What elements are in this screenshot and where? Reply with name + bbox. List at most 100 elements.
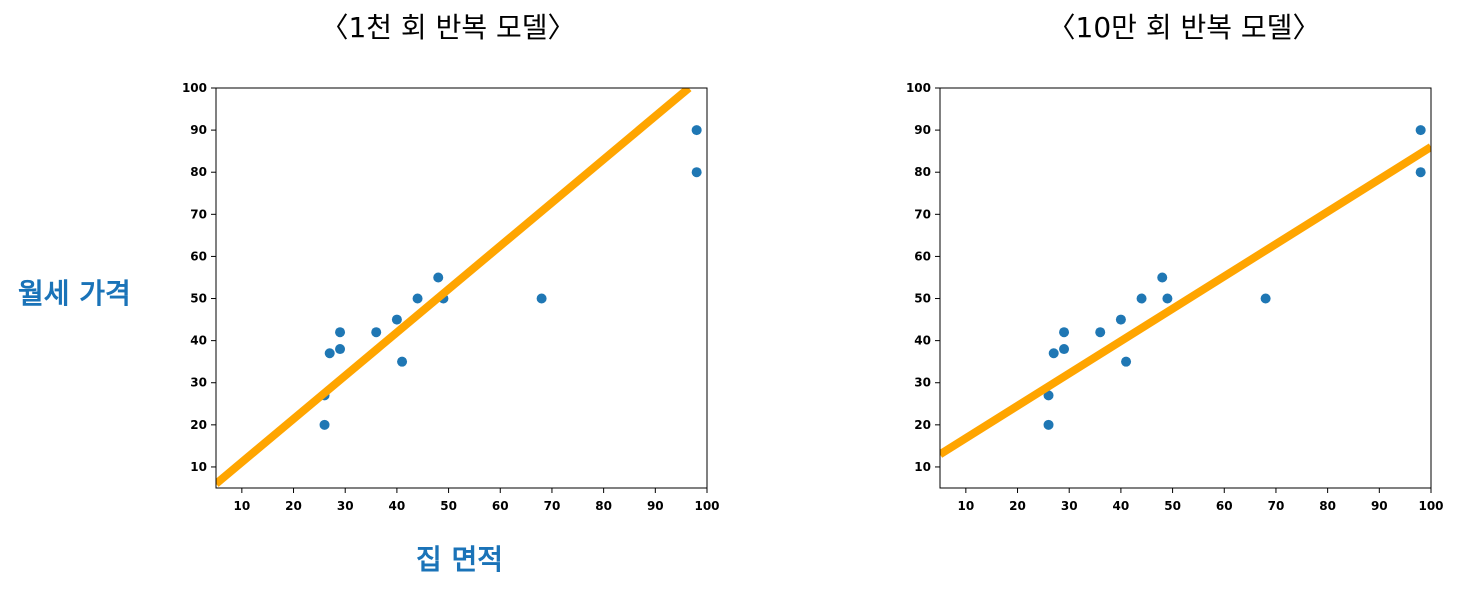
x-tick-label: 30 bbox=[337, 499, 354, 513]
y-tick-label: 30 bbox=[914, 376, 931, 390]
y-tick-label: 20 bbox=[190, 418, 207, 432]
x-tick-label: 40 bbox=[1113, 499, 1130, 513]
data-point-1 bbox=[1043, 390, 1054, 401]
y-tick-label: 20 bbox=[914, 418, 931, 432]
y-tick-40: 40 bbox=[914, 334, 940, 348]
plot-frame bbox=[939, 87, 1432, 489]
y-tick-label: 40 bbox=[914, 334, 931, 348]
y-tick-label: 100 bbox=[182, 81, 207, 95]
data-point-5 bbox=[335, 327, 346, 338]
x-tick-label: 100 bbox=[1418, 499, 1443, 513]
y-tick-60: 60 bbox=[190, 249, 216, 263]
data-point-14 bbox=[691, 167, 702, 178]
scatter-chart-2: 10 20 30 40 50 60 70 80 90 100 10 20 30 40 50 60 70 80 90 1… bbox=[906, 81, 1444, 513]
data-point-13 bbox=[1415, 125, 1426, 136]
y-tick-60: 60 bbox=[914, 249, 940, 263]
regression-line bbox=[216, 88, 692, 487]
data-point-8 bbox=[1121, 356, 1132, 367]
x-tick-label: 90 bbox=[647, 499, 664, 513]
x-tick-label: 10 bbox=[233, 499, 250, 513]
x-tick-30: 30 bbox=[1061, 488, 1078, 513]
data-point-5 bbox=[1059, 327, 1070, 338]
y-tick-label: 60 bbox=[914, 249, 931, 263]
y-tick-70: 70 bbox=[190, 207, 216, 221]
x-tick-label: 20 bbox=[1009, 499, 1026, 513]
x-tick-60: 60 bbox=[1216, 488, 1233, 513]
x-tick-80: 80 bbox=[1319, 488, 1336, 513]
x-tick-label: 60 bbox=[492, 499, 509, 513]
x-tick-40: 40 bbox=[1113, 488, 1130, 513]
scatter-chart-1: 10 20 30 40 50 60 70 80 90 100 10 20 30 40 50 60 70 80 90 1… bbox=[182, 81, 720, 513]
x-tick-label: 20 bbox=[285, 499, 302, 513]
data-point-2 bbox=[1043, 419, 1054, 430]
data-point-8 bbox=[397, 356, 408, 367]
y-tick-label: 100 bbox=[906, 81, 931, 95]
x-tick-20: 20 bbox=[1009, 488, 1026, 513]
data-point-10 bbox=[433, 272, 444, 283]
plot-frame bbox=[215, 87, 708, 489]
data-point-10 bbox=[1157, 272, 1168, 283]
y-tick-40: 40 bbox=[190, 334, 216, 348]
data-point-2 bbox=[319, 419, 330, 430]
x-tick-label: 10 bbox=[957, 499, 974, 513]
data-point-6 bbox=[371, 327, 382, 338]
chart-title-1000: 〈1천 회 반복 모델〉 bbox=[320, 11, 576, 44]
y-tick-80: 80 bbox=[190, 165, 216, 179]
x-tick-10: 10 bbox=[233, 488, 250, 513]
regression-line bbox=[940, 143, 1431, 458]
y-tick-label: 70 bbox=[914, 207, 931, 221]
y-tick-label: 50 bbox=[914, 292, 931, 306]
data-point-7 bbox=[1115, 314, 1126, 325]
data-point-11 bbox=[1162, 293, 1173, 304]
x-tick-50: 50 bbox=[440, 488, 457, 513]
data-point-4 bbox=[1059, 344, 1070, 355]
x-tick-label: 70 bbox=[544, 499, 561, 513]
data-point-3 bbox=[324, 348, 335, 359]
x-tick-label: 80 bbox=[1319, 499, 1336, 513]
y-axis-label: 월세 가격 bbox=[18, 277, 131, 310]
x-tick-label: 60 bbox=[1216, 499, 1233, 513]
x-tick-label: 30 bbox=[1061, 499, 1078, 513]
y-tick-10: 10 bbox=[190, 460, 216, 474]
y-tick-30: 30 bbox=[190, 376, 216, 390]
data-point-14 bbox=[1415, 167, 1426, 178]
x-tick-label: 50 bbox=[440, 499, 457, 513]
y-tick-label: 40 bbox=[190, 334, 207, 348]
x-tick-100: 100 bbox=[694, 488, 720, 513]
y-tick-20: 20 bbox=[190, 418, 216, 432]
x-tick-90: 90 bbox=[1371, 488, 1388, 513]
y-tick-90: 90 bbox=[914, 123, 940, 137]
data-point-9 bbox=[1136, 293, 1147, 304]
y-tick-50: 50 bbox=[914, 292, 940, 306]
y-tick-100: 100 bbox=[182, 81, 216, 95]
data-point-4 bbox=[335, 344, 346, 355]
x-tick-60: 60 bbox=[492, 488, 509, 513]
y-tick-70: 70 bbox=[914, 207, 940, 221]
data-point-3 bbox=[1048, 348, 1059, 359]
y-tick-30: 30 bbox=[914, 376, 940, 390]
data-point-13 bbox=[691, 125, 702, 136]
data-point-12 bbox=[1260, 293, 1271, 304]
data-point-12 bbox=[536, 293, 547, 304]
y-tick-80: 80 bbox=[914, 165, 940, 179]
y-tick-20: 20 bbox=[914, 418, 940, 432]
y-tick-label: 80 bbox=[914, 165, 931, 179]
x-axis-label: 집 면적 bbox=[416, 543, 504, 576]
y-tick-label: 70 bbox=[190, 207, 207, 221]
y-tick-label: 10 bbox=[914, 460, 931, 474]
data-point-9 bbox=[412, 293, 423, 304]
y-tick-label: 90 bbox=[190, 123, 207, 137]
x-tick-30: 30 bbox=[337, 488, 354, 513]
x-tick-label: 80 bbox=[595, 499, 612, 513]
data-point-7 bbox=[391, 314, 402, 325]
y-tick-label: 90 bbox=[914, 123, 931, 137]
x-tick-10: 10 bbox=[957, 488, 974, 513]
x-tick-label: 40 bbox=[389, 499, 406, 513]
x-tick-40: 40 bbox=[389, 488, 406, 513]
x-tick-label: 70 bbox=[1268, 499, 1285, 513]
x-tick-90: 90 bbox=[647, 488, 664, 513]
x-tick-70: 70 bbox=[1268, 488, 1285, 513]
x-tick-70: 70 bbox=[544, 488, 561, 513]
y-tick-100: 100 bbox=[906, 81, 940, 95]
y-tick-label: 50 bbox=[190, 292, 207, 306]
